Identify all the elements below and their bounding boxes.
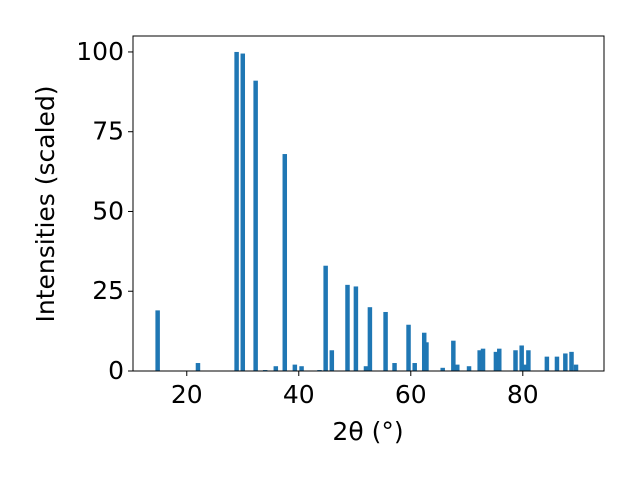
bar [513, 350, 518, 371]
x-tick-label: 60 [395, 380, 427, 409]
bar [292, 364, 298, 371]
bar [493, 351, 499, 371]
x-tick-label: 80 [507, 380, 539, 409]
bar [240, 53, 246, 372]
bar [367, 307, 373, 371]
y-axis-label: Intensities (scaled) [31, 85, 60, 322]
x-axis-label: 2θ (°) [332, 417, 403, 446]
bar [480, 348, 486, 371]
bar [563, 353, 568, 371]
bar [523, 364, 528, 371]
y-tick-label: 100 [76, 37, 124, 66]
y-tick-label: 75 [92, 117, 124, 146]
bar [299, 366, 304, 371]
bar [554, 356, 560, 371]
bar [466, 366, 472, 371]
bar [497, 348, 502, 371]
y-tick-label: 50 [92, 196, 124, 225]
bar [329, 350, 335, 371]
bar [363, 366, 369, 371]
bar [440, 367, 445, 371]
bar [451, 340, 456, 371]
bar [234, 51, 239, 371]
bar [282, 154, 288, 371]
bar [253, 80, 258, 372]
bar [412, 363, 417, 371]
bar [155, 310, 160, 371]
bar [526, 350, 531, 371]
bar [519, 345, 524, 371]
bar [544, 356, 550, 371]
bar [392, 363, 397, 371]
bar [406, 324, 411, 371]
bar [455, 364, 460, 371]
bar [273, 366, 279, 371]
plot-frame [132, 35, 605, 372]
bar [573, 364, 579, 371]
bar [424, 342, 429, 371]
y-tick-label: 25 [92, 276, 124, 305]
x-tick-label: 40 [283, 380, 315, 409]
bar [569, 351, 574, 371]
bar [477, 350, 482, 371]
bar [323, 265, 328, 371]
bar [353, 286, 359, 371]
x-tick-label: 20 [171, 380, 203, 409]
y-tick-label: 0 [108, 356, 124, 385]
bar [383, 311, 388, 371]
bar [195, 363, 201, 371]
bar [345, 284, 350, 371]
